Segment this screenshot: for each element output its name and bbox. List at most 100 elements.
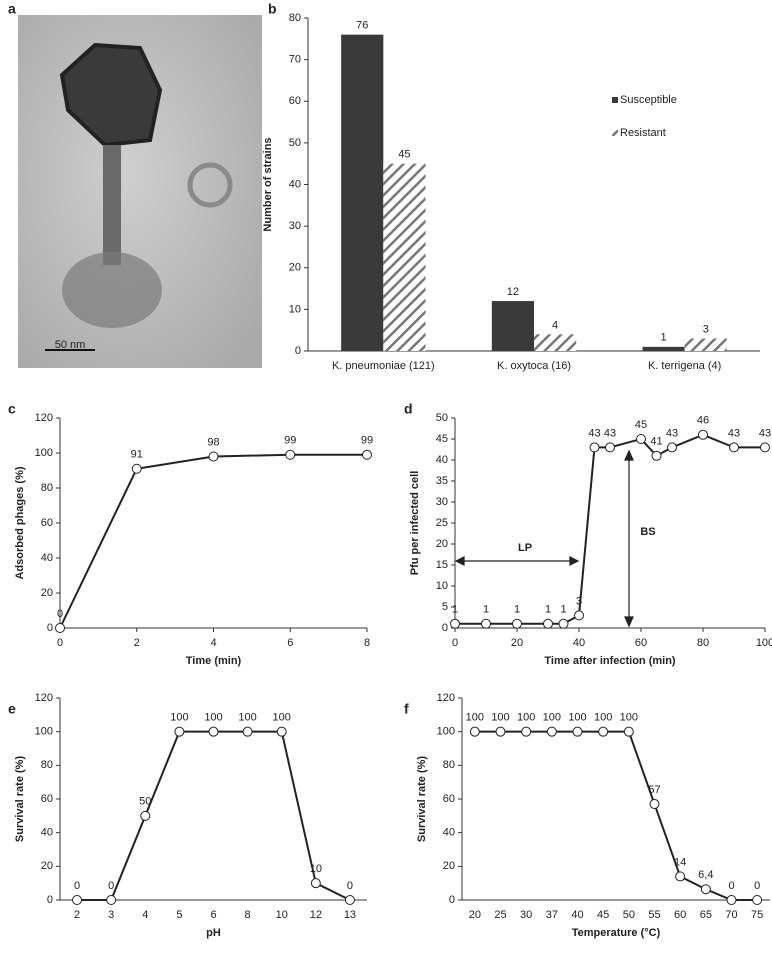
value-label: 100: [543, 712, 561, 724]
y-axis-title: Pfu per infected cell: [409, 471, 421, 576]
x-tick-label: 2: [74, 909, 80, 921]
point: [726, 895, 737, 905]
value-label: 14: [674, 856, 686, 868]
x-tick-label: 60: [635, 637, 647, 649]
legend-swatch: [612, 97, 618, 103]
panel-label: c: [8, 401, 16, 417]
y-tick-label: 100: [35, 447, 53, 459]
point: [174, 726, 185, 737]
point: [729, 442, 739, 453]
y-tick-label: 60: [41, 793, 53, 805]
y-tick-label: 60: [41, 517, 53, 529]
value-label: 100: [273, 712, 291, 724]
value-label: 99: [361, 435, 373, 447]
line: [455, 433, 765, 625]
y-tick-label: 80: [41, 759, 53, 771]
x-tick-label: 70: [725, 909, 737, 921]
y-axis-title: Number of strains: [262, 137, 274, 231]
x-tick-label: 3: [108, 909, 114, 921]
point: [760, 442, 770, 453]
point: [242, 726, 253, 737]
value-label: 43: [728, 427, 740, 439]
value-label: 1: [661, 332, 667, 344]
y-tick-label: 50: [289, 137, 301, 149]
y-tick-label: 120: [437, 692, 455, 704]
value-label: 50: [139, 796, 151, 808]
point: [752, 895, 763, 905]
point: [285, 449, 296, 460]
bar: [684, 338, 727, 351]
x-tick-label: 5: [176, 909, 182, 921]
panel-label: f: [404, 701, 409, 717]
point: [208, 726, 219, 737]
y-tick-label: 40: [41, 827, 53, 839]
y-tick-label: 100: [35, 726, 53, 738]
point: [140, 810, 151, 821]
panel-label: b: [268, 1, 277, 17]
value-label: 1: [545, 604, 551, 616]
value-label: 57: [648, 784, 660, 796]
value-label: 0: [347, 880, 353, 892]
point: [469, 726, 480, 737]
y-tick-label: 20: [41, 587, 53, 599]
point: [55, 623, 65, 633]
x-tick-label: 40: [571, 909, 583, 921]
legend-swatch: [612, 130, 618, 136]
y-tick-label: 10: [436, 580, 448, 592]
y-tick-label: 30: [289, 220, 301, 232]
point: [543, 618, 553, 629]
point: [131, 463, 142, 474]
value-label: 100: [204, 712, 222, 724]
point: [700, 884, 711, 895]
y-tick-label: 40: [436, 454, 448, 466]
point: [598, 726, 609, 737]
value-label: 3: [576, 595, 582, 607]
x-tick-label: 13: [344, 909, 356, 921]
x-tick-label: 20: [469, 909, 481, 921]
y-tick-label: 20: [289, 262, 301, 274]
bar: [383, 163, 426, 351]
y-tick-label: 40: [443, 827, 455, 839]
y-tick-label: 50: [436, 412, 448, 424]
value-label: 98: [207, 436, 219, 448]
value-label: 43: [588, 427, 600, 439]
point: [362, 449, 372, 460]
y-tick-label: 120: [35, 412, 53, 424]
point: [310, 878, 321, 889]
value-label: 0: [728, 880, 734, 892]
x-tick-label: 60: [674, 909, 686, 921]
y-tick-label: 80: [443, 759, 455, 771]
x-tick-label: 25: [494, 909, 506, 921]
y-tick-label: 15: [436, 559, 448, 571]
x-tick-label: 45: [597, 909, 609, 921]
value-label: 1: [514, 604, 520, 616]
value-label: 100: [517, 712, 535, 724]
y-tick-label: 0: [47, 622, 53, 634]
bar: [491, 301, 534, 351]
micrograph: 50 nm: [18, 15, 262, 368]
value-label: 1: [452, 604, 458, 616]
panel-label: e: [8, 701, 16, 717]
x-tick-label: K. pneumoniae (121): [332, 360, 435, 372]
point: [698, 429, 708, 440]
value-label: 43: [666, 427, 678, 439]
y-tick-label: 60: [443, 793, 455, 805]
x-tick-label: 30: [520, 909, 532, 921]
point: [623, 726, 634, 737]
y-tick-label: 25: [436, 517, 448, 529]
panel-label: d: [404, 401, 413, 417]
point: [675, 871, 686, 882]
value-label: 0: [108, 880, 114, 892]
x-tick-label: 6: [210, 909, 216, 921]
x-tick-label: 37: [546, 909, 558, 921]
value-label: 46: [697, 415, 709, 427]
x-axis-title: Time after infection (min): [544, 655, 676, 667]
x-axis-title: pH: [206, 927, 221, 939]
x-tick-label: 12: [310, 909, 322, 921]
value-label: 100: [491, 712, 509, 724]
value-label: 43: [604, 427, 616, 439]
x-tick-label: 6: [287, 637, 293, 649]
value-label: 100: [594, 712, 612, 724]
point: [344, 895, 355, 905]
y-axis-title: Adsorbed phages (%): [14, 466, 26, 579]
